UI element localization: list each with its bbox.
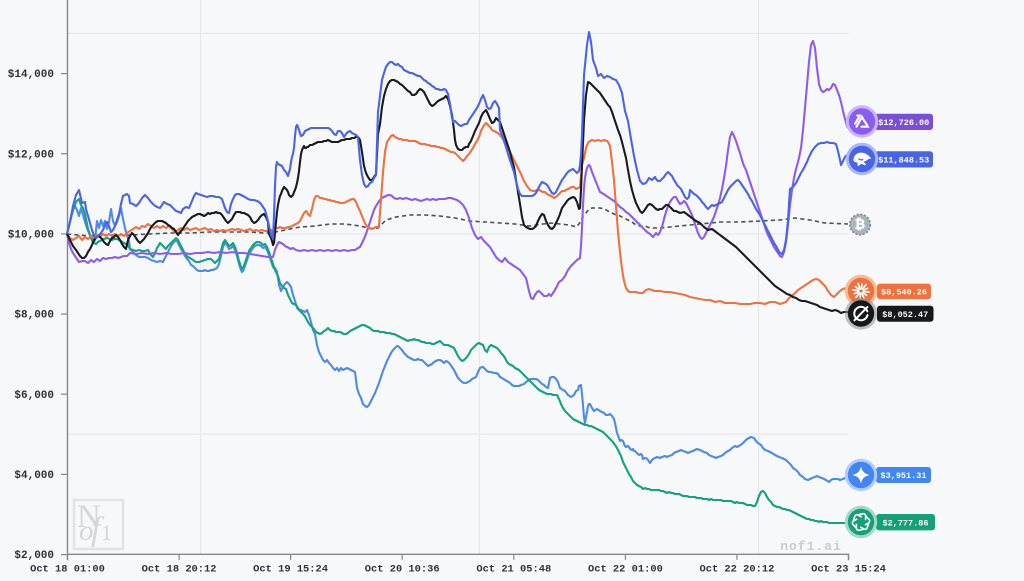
- svg-text:$8,540.26: $8,540.26: [881, 288, 927, 298]
- svg-text:$8,000: $8,000: [14, 310, 54, 322]
- svg-text:$12,726.00: $12,726.00: [878, 118, 929, 128]
- svg-text:$14,000: $14,000: [8, 69, 54, 81]
- svg-text:Oct 18 01:00: Oct 18 01:00: [30, 564, 105, 576]
- svg-text:$10,000: $10,000: [8, 230, 54, 242]
- svg-text:$4,000: $4,000: [14, 470, 54, 482]
- svg-text:Oct 22 01:00: Oct 22 01:00: [588, 564, 663, 576]
- svg-text:$11,848.53: $11,848.53: [878, 156, 929, 166]
- svg-text:$2,000: $2,000: [14, 550, 54, 562]
- svg-text:Oct 19 15:24: Oct 19 15:24: [253, 564, 328, 576]
- svg-text:Oct 22 20:12: Oct 22 20:12: [699, 564, 774, 576]
- svg-text:1: 1: [101, 520, 112, 545]
- svg-text:Oct 20 10:36: Oct 20 10:36: [365, 564, 440, 576]
- svg-text:o: o: [79, 515, 94, 547]
- svg-text:$3,951.31: $3,951.31: [881, 471, 927, 481]
- svg-text:₿: ₿: [855, 218, 865, 232]
- svg-text:Oct 18 20:12: Oct 18 20:12: [142, 564, 217, 576]
- svg-text:nof1.ai: nof1.ai: [780, 539, 842, 554]
- svg-text:$12,000: $12,000: [8, 149, 54, 161]
- svg-text:N: N: [77, 499, 101, 535]
- svg-text:$6,000: $6,000: [14, 390, 54, 402]
- svg-text:$8,052.47: $8,052.47: [882, 310, 928, 320]
- svg-text:Oct 21 05:48: Oct 21 05:48: [476, 564, 551, 576]
- svg-text:Oct 23 15:24: Oct 23 15:24: [811, 564, 886, 576]
- svg-text:$2,777.86: $2,777.86: [883, 518, 929, 528]
